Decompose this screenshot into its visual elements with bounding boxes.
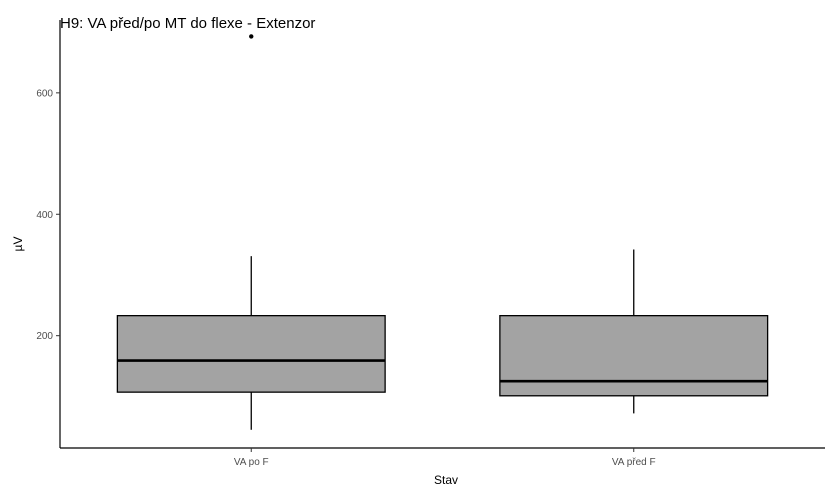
y-axis-title: µV — [11, 237, 25, 252]
box-iqr — [116, 315, 386, 393]
y-axis-ticks: 200 400 600 — [36, 88, 60, 342]
x-axis-ticks: VA po F VA před F — [234, 448, 656, 468]
plot-area — [116, 34, 769, 430]
box-group — [499, 249, 769, 414]
y-tick-label: 600 — [36, 88, 53, 99]
y-tick-label: 400 — [36, 210, 53, 221]
box-group — [116, 34, 386, 430]
box-iqr — [499, 315, 769, 397]
outlier-point — [249, 34, 254, 39]
x-tick-label: VA před F — [612, 457, 656, 468]
x-tick-label: VA po F — [234, 457, 269, 468]
y-tick-label: 200 — [36, 331, 53, 342]
chart-title: H9: VA před/po MT do flexe - Extenzor — [60, 15, 315, 32]
x-axis-title: Stav — [434, 473, 458, 487]
